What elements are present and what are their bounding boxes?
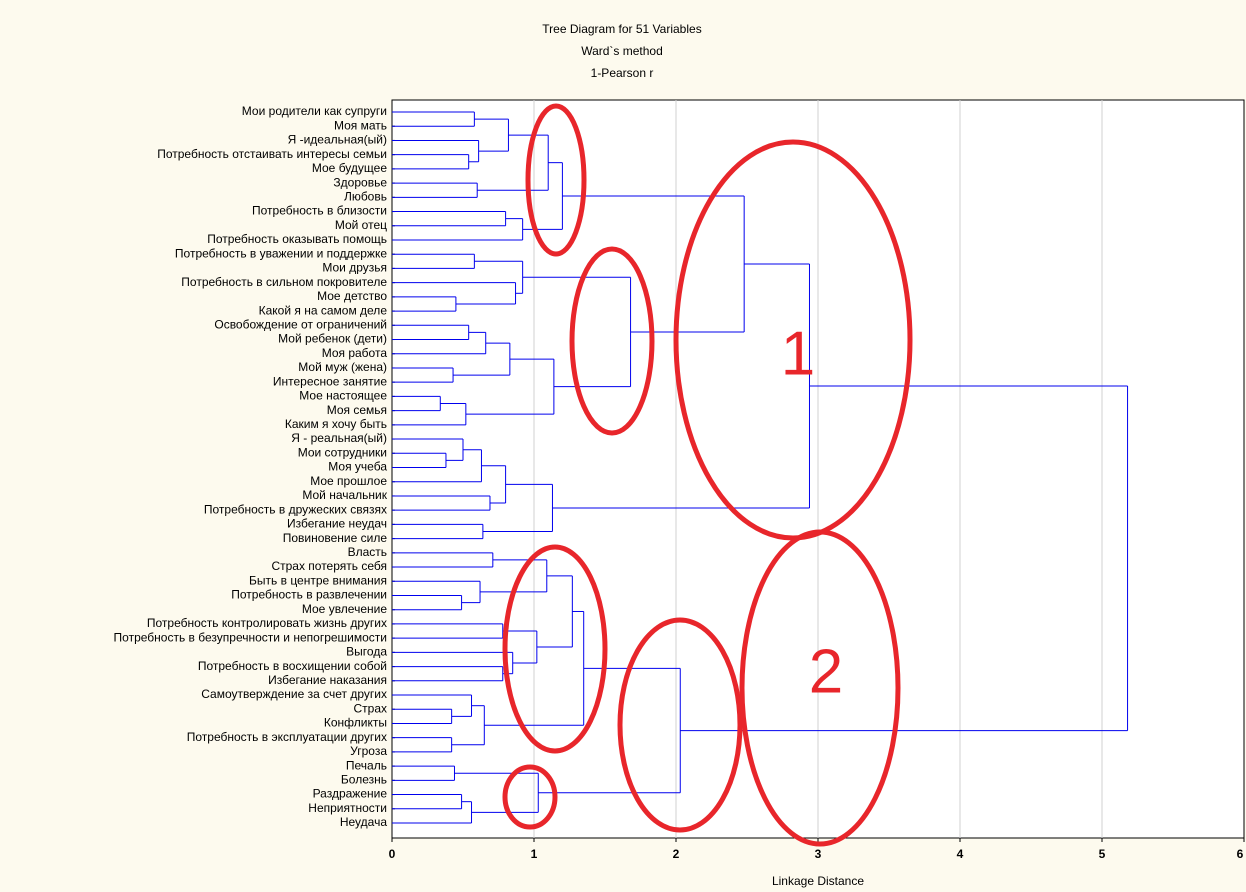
leaf-label: Мой отец xyxy=(335,218,387,232)
leaf-label: Потребность в восхищении собой xyxy=(198,659,387,673)
x-tick-label: 2 xyxy=(673,847,680,861)
leaf-label: Интересное занятие xyxy=(273,374,387,388)
chart-subtitle: Ward`s method xyxy=(581,44,663,58)
leaf-label: Мое прошлое xyxy=(310,474,387,488)
leaf-label: Конфликты xyxy=(324,716,387,730)
highlight-ellipse xyxy=(617,617,743,833)
leaf-label: Повиновение силе xyxy=(283,531,388,545)
leaf-label: Мои друзья xyxy=(322,261,387,275)
leaf-label: Неприятности xyxy=(308,801,387,815)
leaf-label: Избегание наказания xyxy=(268,673,387,687)
highlight-ellipse xyxy=(502,764,558,830)
leaf-label: Потребность в уважении и поддержке xyxy=(175,246,387,260)
leaf-label: Потребность оказывать помощь xyxy=(207,232,387,246)
highlight-ellipse xyxy=(502,544,608,754)
leaf-label: Раздражение xyxy=(313,787,388,801)
leaf-label: Здоровье xyxy=(333,175,387,189)
chart-title: Tree Diagram for 51 Variables xyxy=(542,22,701,36)
x-tick-label: 3 xyxy=(815,847,822,861)
leaf-label: Страх потерять себя xyxy=(271,559,387,573)
leaf-label: Страх xyxy=(353,701,387,715)
leaf-label: Я - реальная(ый) xyxy=(291,431,387,445)
leaf-label: Выгода xyxy=(346,645,387,659)
leaf-label: Мои родители как супруги xyxy=(242,104,387,118)
highlights xyxy=(502,103,913,847)
leaf-label: Власть xyxy=(348,545,387,559)
leaf-label: Мое детство xyxy=(317,289,387,303)
leaf-label: Какой я на самом деле xyxy=(259,303,388,317)
leaf-label: Моя работа xyxy=(322,346,388,360)
leaf-label: Мой начальник xyxy=(302,488,387,502)
x-tick-label: 4 xyxy=(957,847,964,861)
leaf-label: Потребность в эксплуатации других xyxy=(187,730,387,744)
x-axis-label: Linkage Distance xyxy=(772,874,864,888)
highlight-ellipse xyxy=(739,529,901,847)
highlight-ellipse xyxy=(673,139,913,541)
leaf-label: Моя мать xyxy=(334,118,387,132)
highlight-ellipse xyxy=(525,103,587,257)
leaf-label: Потребность отстаивать интересы семьи xyxy=(157,147,387,161)
leaf-label: Потребность в дружеских связях xyxy=(204,502,387,516)
leaf-label: Мое увлечение xyxy=(302,602,387,616)
leaf-label: Угроза xyxy=(350,744,387,758)
leaf-label: Потребность контролировать жизнь других xyxy=(147,616,387,630)
x-tick-label: 6 xyxy=(1237,847,1244,861)
leaf-label: Освобождение от ограничений xyxy=(214,317,387,331)
leaf-label: Болезнь xyxy=(341,773,387,787)
leaf-label: Избегание неудач xyxy=(287,517,387,531)
x-tick-label: 5 xyxy=(1099,847,1106,861)
leaf-label: Самоутверждение за счет других xyxy=(201,687,387,701)
leaf-label: Потребность в близости xyxy=(252,204,387,218)
chart-subtitle: 1-Pearson r xyxy=(591,66,654,80)
x-tick-label: 0 xyxy=(389,847,396,861)
leaf-label: Печаль xyxy=(346,758,387,772)
leaf-label: Быть в центре внимания xyxy=(249,573,387,587)
leaf-label: Моя семья xyxy=(327,403,387,417)
leaf-label: Каким я хочу быть xyxy=(285,417,387,431)
leaf-label: Потребность в развлечении xyxy=(231,588,387,602)
highlight-ellipse xyxy=(569,246,655,436)
leaf-label: Потребность в безупречности и непогрешим… xyxy=(114,630,387,644)
leaf-label: Мое настоящее xyxy=(299,389,387,403)
annotation: 2 xyxy=(809,637,843,706)
annotation: 1 xyxy=(781,319,815,388)
leaf-label: Мои сотрудники xyxy=(298,445,387,459)
leaf-label: Любовь xyxy=(344,189,387,203)
leaf-label: Потребность в сильном покровителе xyxy=(181,275,387,289)
leaf-label: Я -идеальная(ый) xyxy=(288,133,387,147)
leaf-label: Мое будущее xyxy=(312,161,387,175)
leaf-label: Мой муж (жена) xyxy=(298,360,387,374)
leaf-label: Неудача xyxy=(340,815,387,829)
leaf-label: Мой ребенок (дети) xyxy=(278,332,387,346)
leaf-label: Моя учеба xyxy=(328,460,387,474)
x-tick-label: 1 xyxy=(531,847,538,861)
